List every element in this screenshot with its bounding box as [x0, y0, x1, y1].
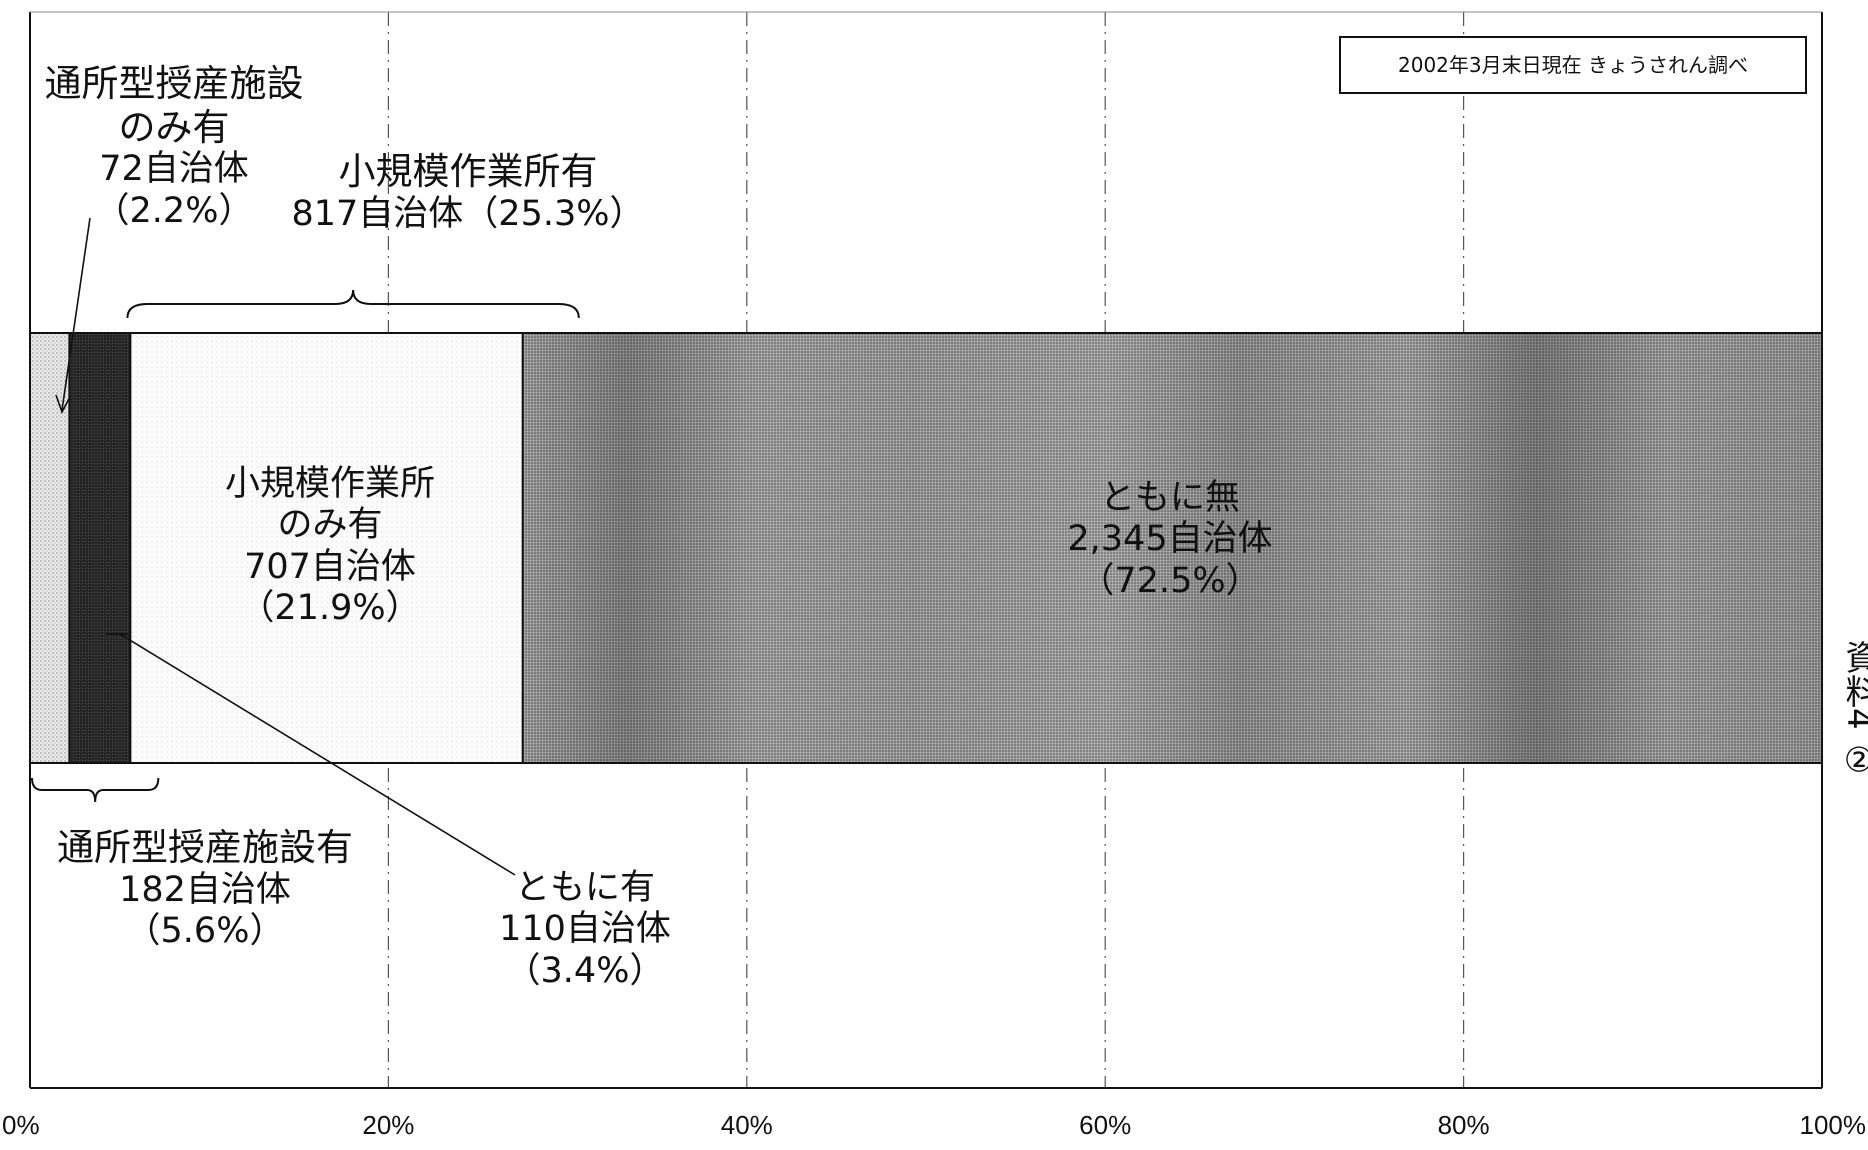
label-center-only-pct: （2.2%）	[94, 190, 254, 231]
bar-segment-2	[68, 332, 132, 764]
label-center-only-line1: 通所型授産施設	[44, 62, 304, 105]
x-tick-label: 0%	[2, 1110, 40, 1140]
label-small-only-line1: 小規模作業所	[224, 464, 435, 504]
label-both-count: 110自治体	[499, 909, 671, 950]
label-center-group-count: 182自治体	[119, 869, 291, 910]
plot-frame	[29, 11, 1823, 1089]
x-tick-label: 60%	[1079, 1110, 1132, 1140]
label-center-group-pct: （5.6%）	[125, 910, 285, 951]
label-small-only-pct: （21.9%）	[239, 587, 421, 628]
label-small-only-line2: のみ有	[277, 505, 383, 546]
x-tick-label: 80%	[1437, 1110, 1490, 1140]
label-center-only-count: 72自治体	[99, 149, 249, 190]
x-tick-label: 20%	[362, 1110, 415, 1140]
x-tick-label: 40%	[720, 1110, 773, 1140]
label-center-group-line1: 通所型授産施設有	[57, 826, 353, 869]
leader-center-only-arrow	[55, 394, 71, 414]
source-note: 2002年3月末日現在 きょうされん調べ	[1339, 36, 1807, 94]
label-both: ともに有 110自治体 （3.4%）	[445, 868, 725, 992]
label-center-group: 通所型授産施設有 182自治体 （5.6%）	[20, 826, 390, 952]
label-none-pct: （72.5%）	[1079, 560, 1261, 601]
bar-segment-3	[129, 332, 524, 764]
label-small-only: 小規模作業所 のみ有 707自治体 （21.9%）	[170, 464, 490, 629]
side-document-label: 資料4 ②	[1839, 640, 1868, 781]
leader-center-only	[61, 217, 91, 411]
label-both-pct: （3.4%）	[505, 950, 665, 991]
label-both-line1: ともに有	[514, 868, 655, 908]
label-none: ともに無 2,345自治体 （72.5%）	[1010, 478, 1330, 602]
label-none-line1: ともに無	[1099, 478, 1240, 518]
label-small-group: 小規模作業所有 817自治体（25.3%）	[268, 150, 668, 235]
bar-segment-shading	[522, 333, 1822, 763]
bracket-small-group	[126, 289, 580, 319]
label-small-group-line2: 817自治体（25.3%）	[291, 193, 645, 234]
label-small-group-line1: 小規模作業所有	[338, 150, 598, 193]
bar-segments	[29, 332, 1823, 764]
label-center-only: 通所型授産施設 のみ有 72自治体 （2.2%）	[14, 62, 334, 232]
label-center-only-line2: のみ有	[118, 105, 230, 149]
brackets	[31, 217, 580, 876]
label-small-only-count: 707自治体	[244, 546, 416, 587]
x-tick-label: 100%	[1799, 1110, 1867, 1140]
bracket-center-group	[31, 777, 160, 803]
label-none-count: 2,345自治体	[1067, 519, 1273, 560]
leader-both	[119, 633, 516, 876]
